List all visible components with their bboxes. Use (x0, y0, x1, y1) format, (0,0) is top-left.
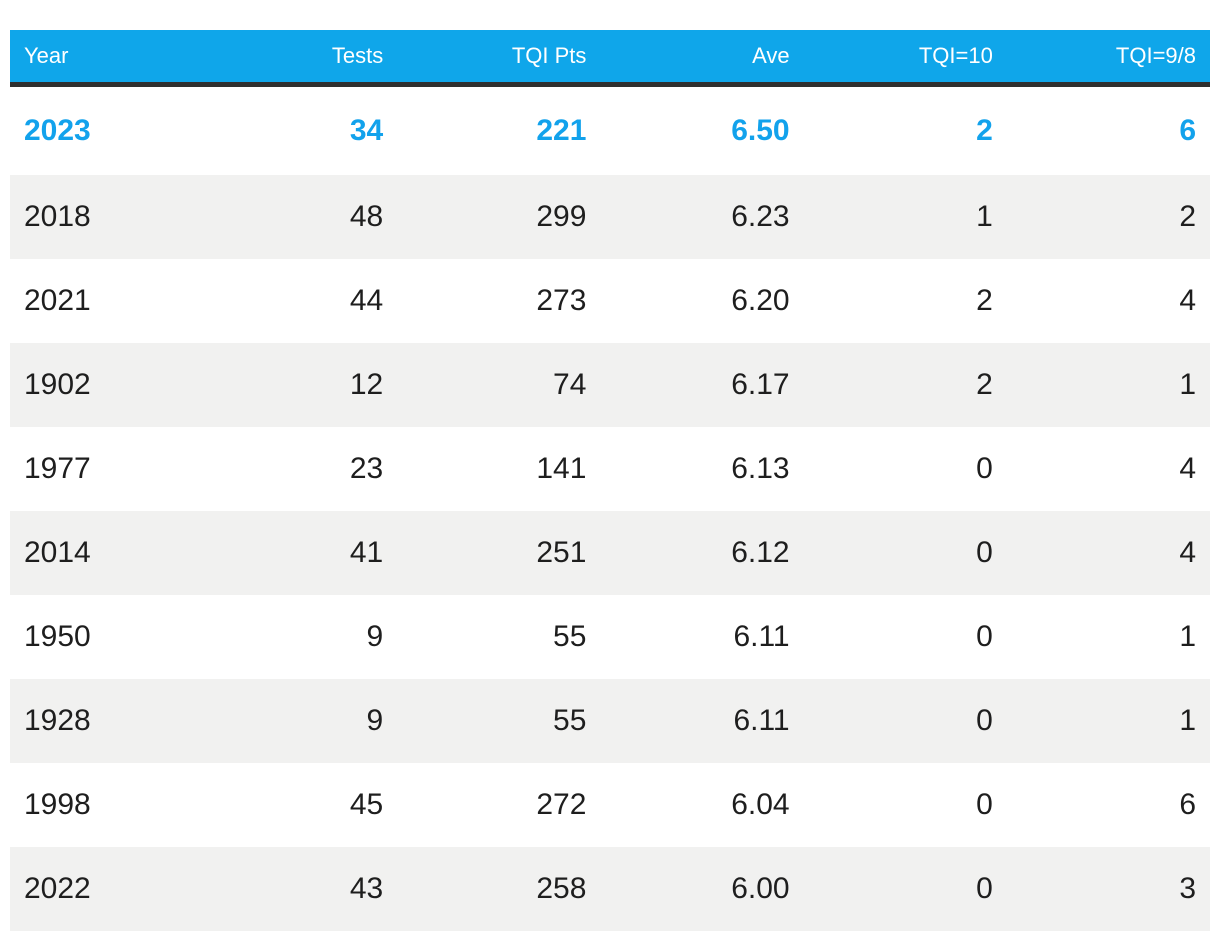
tqi-10-cell: 0 (976, 452, 993, 485)
tests-cell: 48 (349, 200, 384, 233)
tests-cell: 41 (349, 536, 384, 569)
table-row: 1950 9 55 6.11 0 1 (10, 595, 1210, 679)
year-cell: 2014 (24, 536, 91, 569)
tests-cell: 34 (349, 114, 384, 147)
tqi-pts-cell: 272 (536, 788, 587, 821)
tests-cell: 9 (366, 704, 384, 737)
tqi-10-cell: 2 (976, 368, 993, 401)
ave-cell: 6.50 (731, 114, 790, 147)
tests-cell: 12 (349, 368, 384, 401)
ave-cell: 6.00 (731, 872, 790, 905)
table-row: 1902 12 74 6.17 2 1 (10, 343, 1210, 427)
tqi-pts-cell: 299 (536, 200, 587, 233)
tests-cell: 45 (349, 788, 384, 821)
tqi-98-cell: 1 (1179, 704, 1197, 737)
ave-cell: 6.04 (731, 788, 790, 821)
tests-cell: 44 (349, 284, 384, 317)
table-row: 1998 45 272 6.04 0 6 (10, 763, 1210, 847)
year-cell: 1902 (24, 368, 91, 401)
ave-cell: 6.11 (733, 704, 790, 737)
year-cell: 1928 (24, 704, 91, 737)
ave-cell: 6.11 (733, 620, 790, 653)
year-cell: 1998 (24, 788, 91, 821)
tqi-10-cell: 0 (976, 536, 993, 569)
table-row: 1977 23 141 6.13 0 4 (10, 427, 1210, 511)
tqi-98-cell: 6 (1179, 788, 1197, 821)
tests-cell: 23 (349, 452, 384, 485)
ave-cell: 6.17 (731, 368, 790, 401)
year-cell: 2018 (24, 200, 91, 233)
tests-cell: 43 (349, 872, 384, 905)
year-cell: 1977 (24, 452, 91, 485)
table-row: 2022 43 258 6.00 0 3 (10, 847, 1210, 931)
column-header-year[interactable]: Year (24, 43, 69, 68)
year-cell: 2021 (24, 284, 91, 317)
ave-cell: 6.23 (731, 200, 790, 233)
tqi-98-cell: 6 (1179, 114, 1197, 147)
column-header-tqi-10[interactable]: TQI=10 (918, 43, 993, 68)
tqi-pts-cell: 55 (553, 704, 587, 737)
tqi-pts-cell: 258 (536, 872, 587, 905)
column-header-ave[interactable]: Ave (752, 43, 790, 68)
tqi-10-cell: 2 (976, 284, 993, 317)
tqi-98-cell: 4 (1179, 452, 1197, 485)
tqi-98-cell: 1 (1179, 368, 1197, 401)
table-row: 1928 9 55 6.11 0 1 (10, 679, 1210, 763)
ave-cell: 6.13 (731, 452, 790, 485)
table-row: 2021 44 273 6.20 2 4 (10, 259, 1210, 343)
year-cell: 1950 (24, 620, 91, 653)
tqi-pts-cell: 273 (536, 284, 587, 317)
table-body: 2023 34 221 6.50 2 6 2018 48 299 6.23 1 … (10, 87, 1210, 931)
column-header-tqi-pts[interactable]: TQI Pts (511, 43, 587, 68)
column-header-tqi-98[interactable]: TQI=9/8 (1115, 43, 1197, 68)
table-header-row: Year Tests TQI Pts Ave TQI=10 TQI=9/8 (10, 30, 1210, 87)
ave-cell: 6.20 (731, 284, 790, 317)
ave-cell: 6.12 (731, 536, 790, 569)
table-row: 2018 48 299 6.23 1 2 (10, 175, 1210, 259)
tqi-98-cell: 4 (1179, 284, 1197, 317)
table-row: 2014 41 251 6.12 0 4 (10, 511, 1210, 595)
tqi-pts-cell: 141 (536, 452, 587, 485)
year-cell: 2023 (24, 114, 91, 147)
tqi-10-cell: 0 (976, 704, 993, 737)
tqi-10-cell: 0 (976, 620, 993, 653)
tqi-pts-cell: 74 (553, 368, 587, 401)
tqi-pts-cell: 55 (553, 620, 587, 653)
tqi-98-cell: 4 (1179, 536, 1197, 569)
tqi-pts-cell: 221 (536, 114, 587, 147)
tqi-10-cell: 1 (976, 200, 993, 233)
column-header-tests[interactable]: Tests (331, 43, 384, 68)
tqi-98-cell: 3 (1179, 872, 1197, 905)
stats-table: Year Tests TQI Pts Ave TQI=10 TQI=9/8 20… (10, 30, 1210, 931)
tqi-pts-cell: 251 (536, 536, 587, 569)
tqi-10-cell: 2 (976, 114, 993, 147)
tqi-98-cell: 1 (1179, 620, 1197, 653)
tqi-10-cell: 0 (976, 788, 993, 821)
table-row-highlighted: 2023 34 221 6.50 2 6 (10, 87, 1210, 175)
tqi-98-cell: 2 (1179, 200, 1197, 233)
tests-cell: 9 (366, 620, 384, 653)
tqi-10-cell: 0 (976, 872, 993, 905)
year-cell: 2022 (24, 872, 91, 905)
